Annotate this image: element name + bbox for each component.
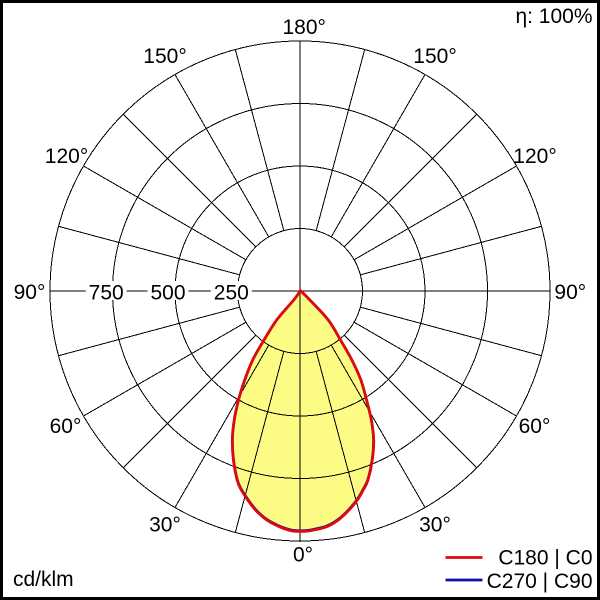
svg-text:500: 500 bbox=[150, 282, 185, 305]
svg-text:180°: 180° bbox=[282, 16, 325, 39]
svg-text:cd/klm: cd/klm bbox=[13, 568, 74, 591]
svg-text:90°: 90° bbox=[554, 281, 586, 304]
svg-text:750: 750 bbox=[89, 282, 124, 305]
svg-text:30°: 30° bbox=[149, 514, 181, 537]
svg-text:150°: 150° bbox=[413, 45, 456, 68]
svg-text:60°: 60° bbox=[519, 415, 551, 438]
svg-text:C270 | C90: C270 | C90 bbox=[487, 570, 593, 593]
svg-text:250: 250 bbox=[214, 282, 249, 305]
svg-text:90°: 90° bbox=[14, 281, 46, 304]
svg-text:120°: 120° bbox=[513, 145, 556, 168]
svg-text:η: 100%: η: 100% bbox=[515, 5, 592, 28]
svg-text:C180 | C0: C180 | C0 bbox=[498, 547, 592, 570]
svg-text:0°: 0° bbox=[293, 544, 313, 567]
svg-text:30°: 30° bbox=[419, 514, 451, 537]
svg-text:150°: 150° bbox=[143, 45, 186, 68]
svg-text:60°: 60° bbox=[50, 415, 82, 438]
svg-text:120°: 120° bbox=[45, 145, 88, 168]
